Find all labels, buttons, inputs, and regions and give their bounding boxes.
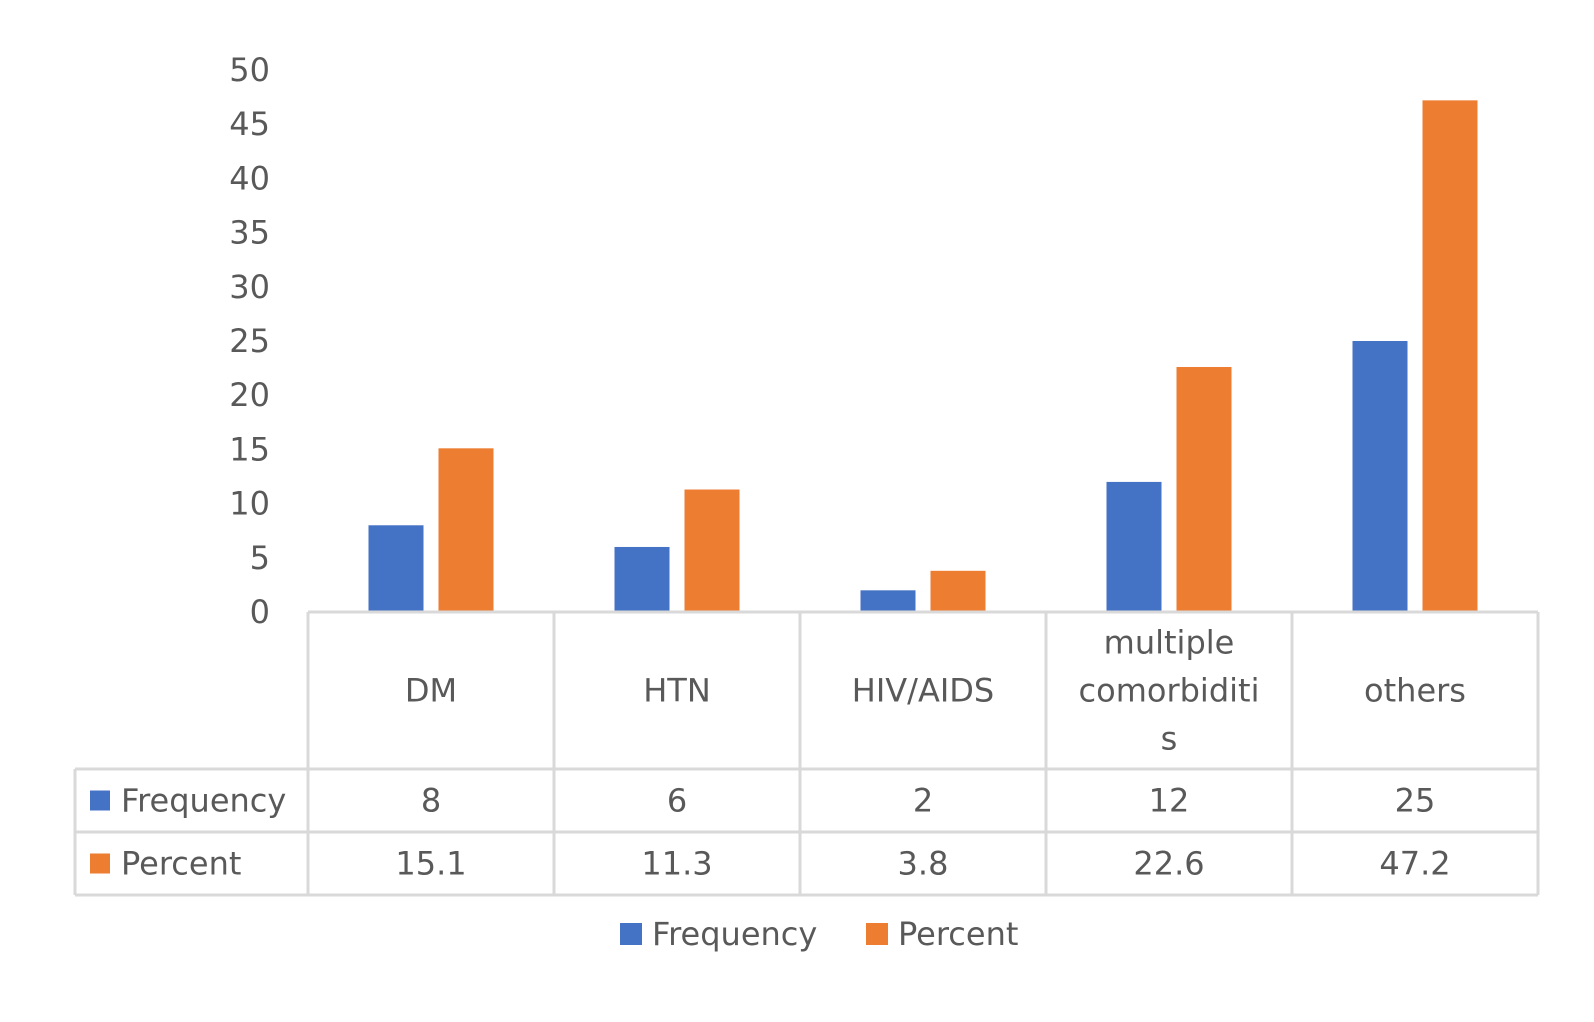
y-tick-label: 15 <box>229 430 270 468</box>
category-label: others <box>1364 672 1466 710</box>
category-label: multiple <box>1104 624 1235 662</box>
y-axis: 0 5 10 15 20 25 30 35 40 45 50 <box>229 51 270 631</box>
category-label: DM <box>405 672 457 710</box>
table-cell: 22.6 <box>1133 845 1204 883</box>
table-cell: 2 <box>913 782 933 820</box>
category-label: HIV/AIDS <box>852 672 994 710</box>
bar-frequency <box>860 590 916 612</box>
category-label: HTN <box>643 672 711 710</box>
bar-percent <box>1176 367 1232 612</box>
y-tick-label: 45 <box>229 105 270 143</box>
table-cell: 25 <box>1395 782 1436 820</box>
y-tick-label: 35 <box>229 214 270 252</box>
bar-frequency <box>1106 481 1162 612</box>
y-tick-label: 40 <box>229 159 270 197</box>
table-row-header: Percent <box>121 845 241 883</box>
table-row-header: Frequency <box>121 782 286 820</box>
y-tick-label: 30 <box>229 268 270 306</box>
bar-percent <box>930 570 986 612</box>
legend-key-frequency <box>620 923 642 945</box>
bar-percent <box>438 448 494 612</box>
bar-frequency <box>368 525 424 612</box>
bar-percent <box>1422 100 1478 613</box>
bars <box>368 100 1478 613</box>
table-cell: 6 <box>667 782 687 820</box>
table-legend-key-frequency <box>90 790 110 811</box>
table-cell: 12 <box>1149 782 1190 820</box>
data-table: DM HTN HIV/AIDS multiple comorbiditi s others F… <box>73 610 1540 897</box>
category-label: comorbiditi <box>1079 672 1260 710</box>
table-cell: 8 <box>421 782 441 820</box>
bar-frequency <box>614 546 670 612</box>
y-tick-label: 50 <box>229 51 270 89</box>
y-tick-label: 20 <box>229 376 270 414</box>
y-tick-label: 5 <box>250 539 270 577</box>
category-label: s <box>1161 720 1178 758</box>
y-tick-label: 0 <box>250 593 270 631</box>
table-cell: 3.8 <box>898 845 949 883</box>
table-cell: 47.2 <box>1379 845 1450 883</box>
table-cell: 11.3 <box>641 845 712 883</box>
bar-frequency <box>1352 341 1408 612</box>
legend-label: Frequency <box>652 915 817 953</box>
y-tick-label: 25 <box>229 322 270 360</box>
legend: Frequency Percent <box>620 915 1018 953</box>
table-legend-key-percent <box>90 853 110 874</box>
legend-label: Percent <box>898 915 1018 953</box>
table-cell: 15.1 <box>395 845 466 883</box>
legend-key-percent <box>866 923 888 945</box>
y-tick-label: 10 <box>229 485 270 523</box>
bar-percent <box>684 489 740 612</box>
